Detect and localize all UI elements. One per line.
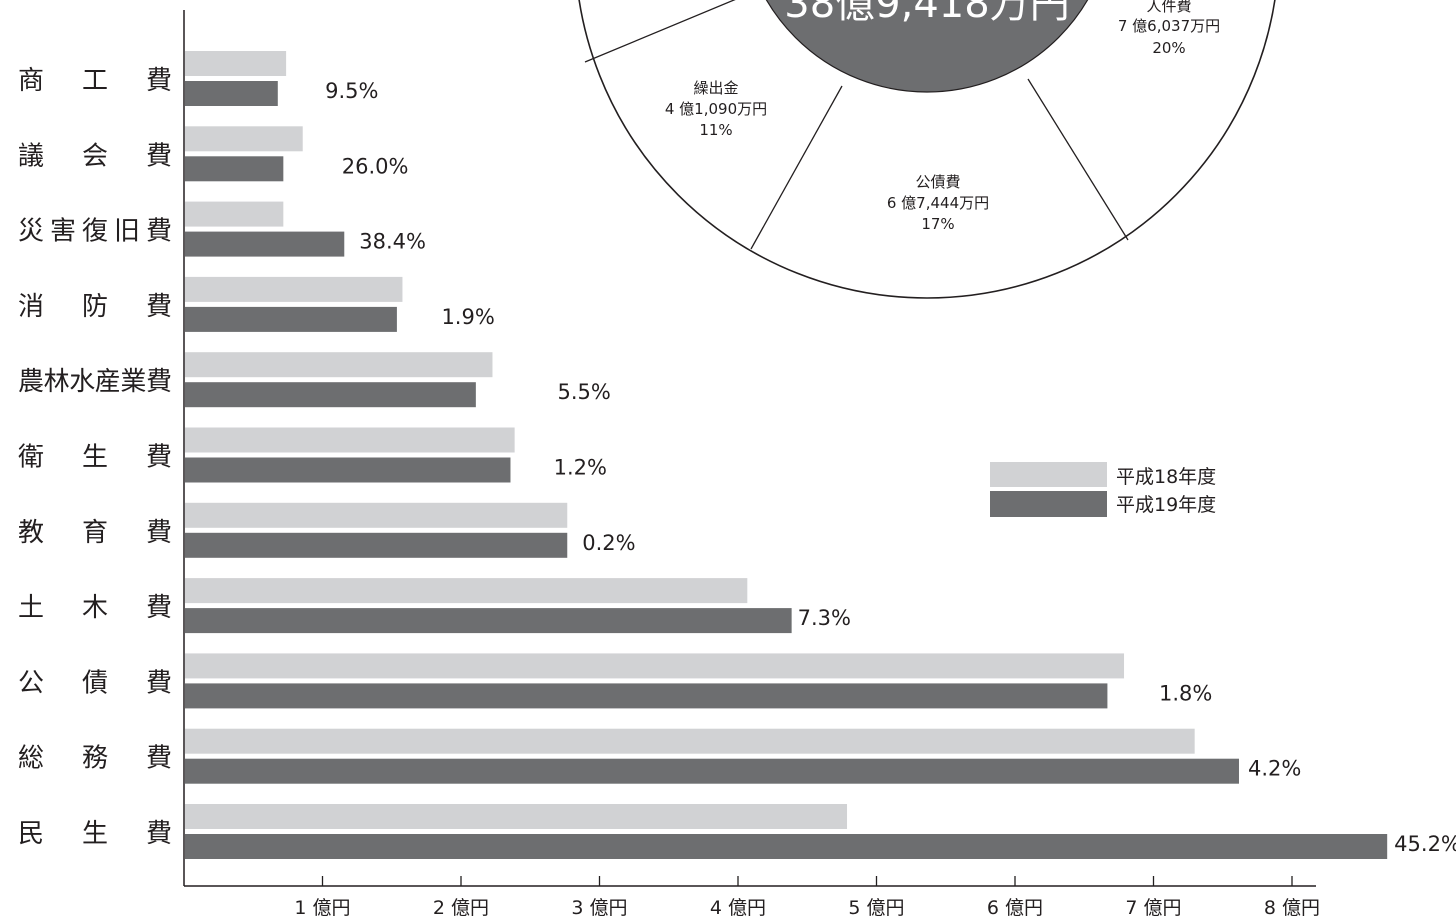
bar-fy19 bbox=[185, 81, 278, 106]
slice-name: 公債費 bbox=[915, 173, 960, 191]
bar-fy19 bbox=[185, 533, 567, 558]
category-label: 商 工 費 bbox=[18, 66, 172, 96]
bar-fy18 bbox=[185, 277, 402, 302]
slice-amount: 7 億6,037万円 bbox=[1118, 17, 1220, 35]
category-label: 公 債 費 bbox=[18, 668, 172, 698]
bar-fy19 bbox=[185, 458, 510, 483]
change-label: 1.8% bbox=[1159, 681, 1212, 705]
category-label: 議 会 費 bbox=[18, 141, 172, 171]
legend-label-fy18: 平成18年度 bbox=[1116, 466, 1216, 488]
pie-center-total: 38億9,418万円 bbox=[784, 0, 1069, 27]
change-label: 7.3% bbox=[798, 606, 851, 630]
bar-fy18 bbox=[185, 352, 492, 377]
x-tick-label: 8 億円 bbox=[1264, 897, 1320, 919]
bar-fy18 bbox=[185, 729, 1195, 754]
category-label: 農林水産業費 bbox=[18, 367, 172, 397]
change-label: 5.5% bbox=[557, 380, 610, 404]
change-label: 26.0% bbox=[342, 154, 409, 178]
change-label: 38.4% bbox=[359, 230, 426, 254]
category-label: 衛 生 費 bbox=[18, 443, 172, 473]
slice-percent: 20% bbox=[1152, 39, 1185, 57]
category-label: 総 務 費 bbox=[18, 744, 172, 774]
bar-fy19 bbox=[185, 382, 476, 407]
category-label: 消 防 費 bbox=[18, 292, 172, 322]
bar-fy18 bbox=[185, 126, 303, 151]
x-axis-ticks: 1 億円 2 億円 3 億円 4 億円 5 億円 6 億円 7 億円 8 億円 bbox=[294, 876, 1320, 919]
category-label: 土 木 費 bbox=[18, 593, 172, 623]
slice-percent: 17% bbox=[921, 215, 954, 233]
pie-chart: 38億9,418万円 繰出金 4 億1,090万円 11% 公債費 6 億7,4… bbox=[567, 0, 1279, 298]
category-label: 民 生 費 bbox=[18, 819, 172, 849]
bar-fy18 bbox=[185, 503, 567, 528]
bar-fy19 bbox=[185, 232, 344, 257]
slice-percent: 11% bbox=[699, 121, 732, 139]
category-label: 災害復旧費 bbox=[18, 217, 172, 247]
bar-fy19 bbox=[185, 683, 1107, 708]
legend: 平成18年度 平成19年度 bbox=[990, 462, 1216, 517]
bar-fy18 bbox=[185, 202, 283, 227]
change-label: 0.2% bbox=[582, 531, 635, 555]
change-label: 1.2% bbox=[554, 456, 607, 480]
x-tick-label: 4 億円 bbox=[710, 897, 766, 919]
bar-fy19 bbox=[185, 759, 1239, 784]
change-label: 1.9% bbox=[441, 305, 494, 329]
category-label: 教 育 費 bbox=[18, 518, 172, 548]
legend-swatch-fy19 bbox=[990, 491, 1107, 517]
slice-name: 繰出金 bbox=[693, 79, 738, 97]
x-tick-label: 1 億円 bbox=[294, 897, 350, 919]
x-tick-label: 2 億円 bbox=[433, 897, 489, 919]
bar-fy19 bbox=[185, 156, 283, 181]
slice-amount: 6 億7,444万円 bbox=[887, 194, 989, 212]
bar-fy18 bbox=[185, 51, 286, 76]
x-tick-label: 3 億円 bbox=[571, 897, 627, 919]
slice-amount: 4 億1,090万円 bbox=[665, 100, 767, 118]
bar-fy19 bbox=[185, 307, 397, 332]
change-label: 9.5% bbox=[325, 79, 378, 103]
bar-fy18 bbox=[185, 578, 747, 603]
legend-swatch-fy18 bbox=[990, 462, 1107, 487]
change-label: 4.2% bbox=[1248, 757, 1301, 781]
bar-fy19 bbox=[185, 834, 1387, 859]
bar-fy18 bbox=[185, 653, 1124, 678]
x-tick-label: 5 億円 bbox=[848, 897, 904, 919]
change-label: 45.2% bbox=[1394, 832, 1456, 856]
bar-fy19 bbox=[185, 608, 792, 633]
x-tick-label: 6 億円 bbox=[987, 897, 1043, 919]
bar-fy18 bbox=[185, 804, 847, 829]
x-tick-label: 7 億円 bbox=[1125, 897, 1181, 919]
bar-fy18 bbox=[185, 428, 515, 453]
slice-name: 人件費 bbox=[1146, 0, 1191, 15]
legend-label-fy19: 平成19年度 bbox=[1116, 494, 1216, 516]
